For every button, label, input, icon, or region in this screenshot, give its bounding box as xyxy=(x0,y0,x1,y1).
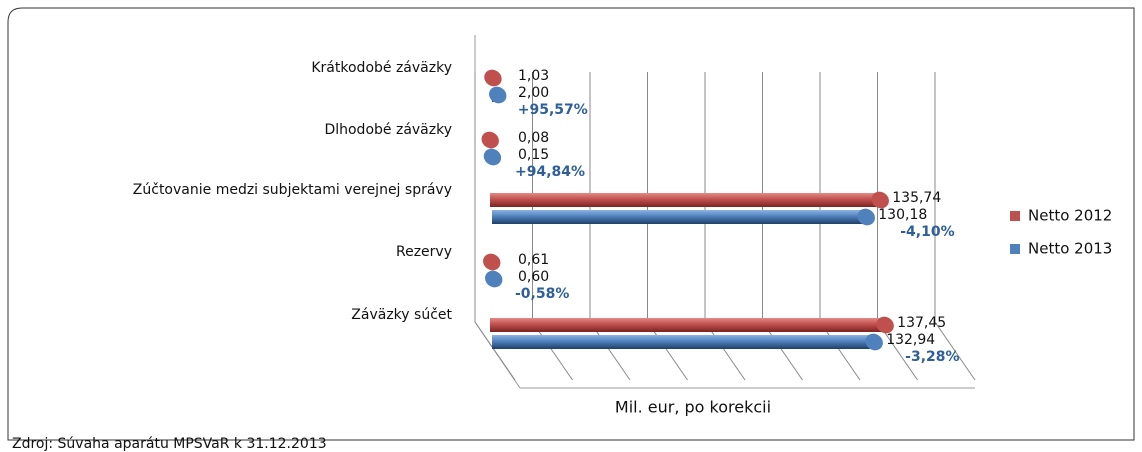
source: Zdroj: Súvaha aparátu MPSVaR k 31.12.201… xyxy=(12,436,327,452)
change-label: -0,58% xyxy=(515,286,569,302)
value-label: 132,94 xyxy=(886,332,935,348)
bar xyxy=(490,318,886,332)
x-axis-title: Mil. eur, po korekcii xyxy=(615,398,771,417)
frame xyxy=(7,7,1135,441)
change-label: -4,10% xyxy=(900,224,954,240)
grid-line xyxy=(589,72,631,381)
change-label: +94,84% xyxy=(515,164,585,180)
change-label: +95,57% xyxy=(518,102,588,118)
value-label: 137,45 xyxy=(897,315,946,331)
y-tick-label: Záväzky súčet xyxy=(351,307,452,323)
value-label: 130,18 xyxy=(878,207,927,223)
bar-cap xyxy=(865,333,883,351)
y-tick-label: Krátkodobé záväzky xyxy=(311,60,452,76)
value-label: 0,60 xyxy=(518,269,549,285)
bar-cap xyxy=(483,148,502,166)
y-tick-label: Dlhodobé záväzky xyxy=(324,122,452,138)
bar-cap xyxy=(871,191,889,209)
value-label: 0,61 xyxy=(518,252,549,268)
legend-label: Netto 2013 xyxy=(1028,240,1112,258)
bar-cap xyxy=(876,316,894,334)
bar-cap xyxy=(481,131,499,149)
grid-line xyxy=(532,72,573,381)
grid-line xyxy=(647,72,688,381)
y-tick-label: Zúčtovanie medzi subjektami verejnej spr… xyxy=(133,182,452,198)
legend-swatch xyxy=(1010,244,1020,254)
value-label: 1,03 xyxy=(518,68,549,84)
value-label: 0,15 xyxy=(518,147,549,163)
grid-line xyxy=(819,72,861,381)
grid-line xyxy=(704,72,746,381)
bar-cap xyxy=(857,208,875,226)
grid-line xyxy=(474,72,516,381)
change-label: -3,28% xyxy=(905,349,959,365)
y-tick-label: Rezervy xyxy=(396,244,452,260)
bar-cap xyxy=(483,253,501,271)
grid-line xyxy=(762,72,803,381)
grid-line xyxy=(934,72,976,381)
legend-label: Netto 2012 xyxy=(1028,207,1112,225)
bar xyxy=(490,193,881,207)
bar-cap xyxy=(489,86,507,104)
bar-cap xyxy=(484,69,502,87)
bar xyxy=(492,335,875,349)
bar-cap xyxy=(485,270,503,288)
value-label: 135,74 xyxy=(892,190,941,206)
value-label: 2,00 xyxy=(518,85,549,101)
bar xyxy=(492,210,867,224)
value-label: 0,08 xyxy=(518,130,549,146)
legend-swatch xyxy=(1010,211,1020,221)
